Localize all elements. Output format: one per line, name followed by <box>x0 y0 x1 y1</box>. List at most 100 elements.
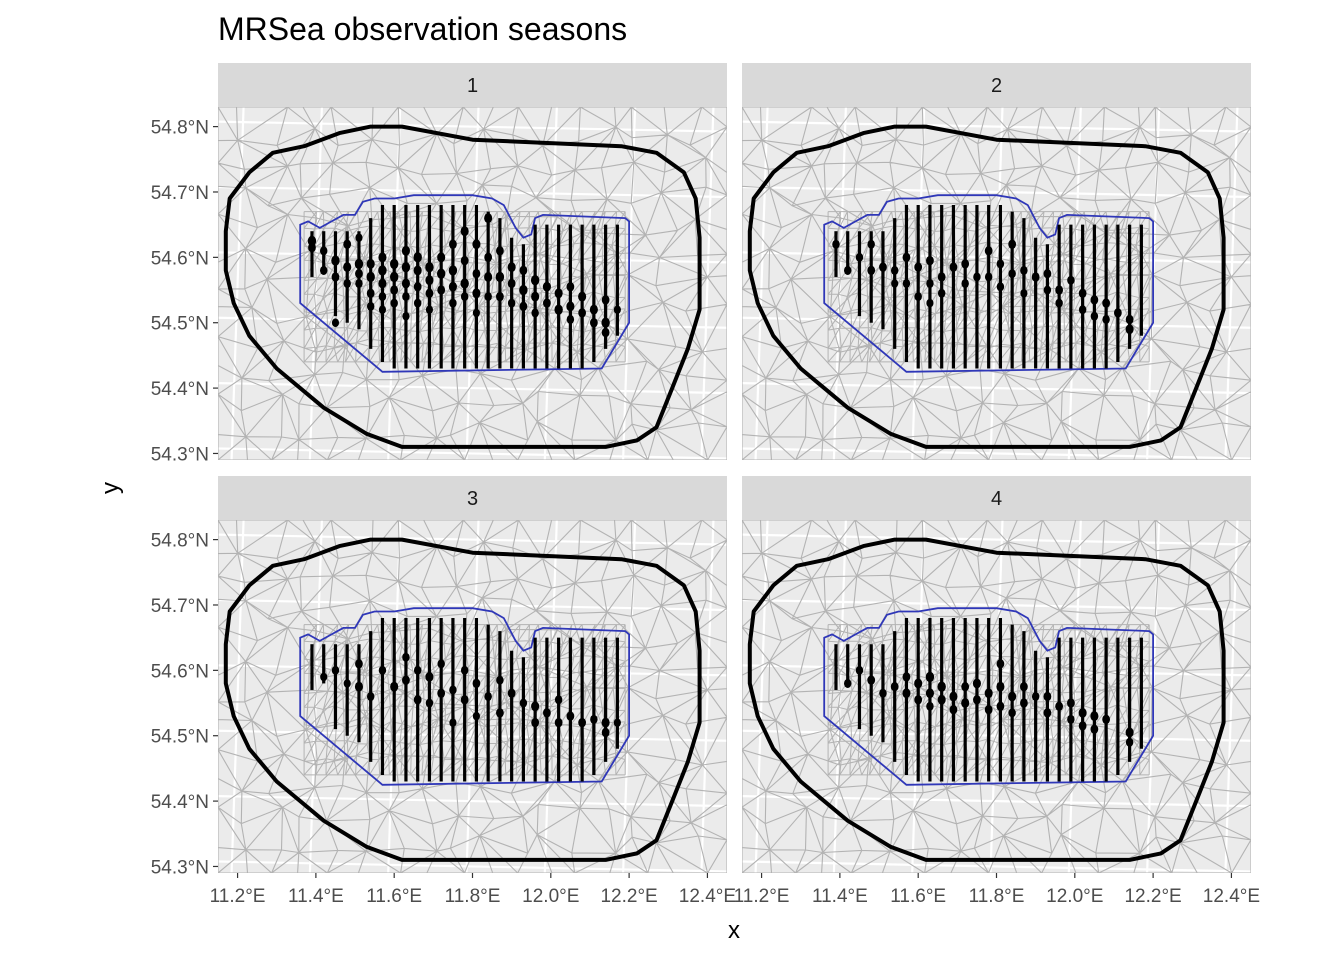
data-point <box>425 288 434 299</box>
data-point <box>355 233 363 243</box>
data-point <box>437 252 446 263</box>
inner-boundary <box>823 194 1154 373</box>
gridline-y <box>742 533 1251 546</box>
data-point <box>949 262 958 272</box>
data-point <box>496 246 504 256</box>
gridline-x <box>989 107 1004 460</box>
gridline-y <box>218 185 727 199</box>
data-point <box>378 265 387 276</box>
chart-title: MRSea observation seasons <box>218 11 627 47</box>
facet-strip <box>742 63 1251 107</box>
data-point <box>1067 698 1075 708</box>
data-point <box>472 308 480 318</box>
data-point <box>589 317 598 328</box>
data-point <box>855 665 864 675</box>
data-point <box>996 659 1005 669</box>
y-tick-label: 54.7°N <box>151 183 209 204</box>
data-point <box>890 265 899 275</box>
y-axis-title: y <box>97 482 124 494</box>
data-point <box>1078 707 1087 718</box>
data-point <box>1090 295 1099 305</box>
data-point <box>589 304 598 315</box>
data-point <box>320 672 328 682</box>
panel-content <box>218 520 727 873</box>
x-tick-label: 12.0°E <box>522 886 579 907</box>
facet-strip-label: 3 <box>467 488 478 510</box>
y-tick-label: 54.5°N <box>151 727 209 748</box>
y-tick-label: 54.5°N <box>151 314 209 335</box>
data-point <box>1078 288 1087 299</box>
data-point <box>449 685 457 695</box>
data-point <box>578 291 587 302</box>
gridline-y <box>218 533 727 546</box>
data-point <box>366 271 375 283</box>
data-point <box>867 239 875 249</box>
facet-panels: 1 54.3°N 54.4°N 54.5°N 54.6°N 54.7°N 54.8°N 2 3 5… <box>151 63 1260 907</box>
x-tick-label: 12.4°E <box>679 886 736 907</box>
data-point <box>973 695 981 705</box>
gridline-y <box>742 794 1251 808</box>
x-tick-label: 12.0°E <box>1046 886 1103 907</box>
data-point <box>1020 288 1028 298</box>
data-point <box>437 285 446 295</box>
data-point <box>925 671 935 683</box>
outer-boundary <box>747 537 1226 862</box>
data-point <box>855 252 864 262</box>
data-point <box>1125 727 1134 738</box>
data-point <box>1102 298 1111 308</box>
data-point <box>1031 272 1040 282</box>
data-point <box>949 691 958 702</box>
data-point <box>1090 311 1099 321</box>
data-point <box>1055 298 1063 308</box>
data-point <box>378 665 387 675</box>
data-point <box>1125 737 1134 747</box>
data-point <box>578 717 587 728</box>
data-point <box>613 718 621 727</box>
data-point <box>554 695 563 705</box>
gridline-y <box>742 185 1251 199</box>
data-point <box>961 259 970 269</box>
data-point <box>937 288 946 298</box>
data-point <box>925 688 934 699</box>
data-point <box>472 711 480 721</box>
data-point <box>484 271 493 282</box>
data-point <box>566 711 575 721</box>
facet-strip <box>742 476 1251 520</box>
gridline-y <box>218 120 727 133</box>
data-point <box>554 717 563 728</box>
data-point <box>366 288 375 299</box>
x-tick-label: 12.2°E <box>1124 886 1181 907</box>
data-point <box>543 298 551 308</box>
mesh <box>218 107 727 460</box>
data-point <box>902 672 911 682</box>
gridline-y <box>742 381 1251 395</box>
gridline-x <box>700 520 715 873</box>
data-point <box>460 255 469 266</box>
data-point <box>343 679 351 688</box>
data-point <box>390 285 399 295</box>
data-point <box>902 252 911 263</box>
data-point <box>566 301 575 312</box>
data-point <box>1043 268 1052 279</box>
data-point <box>378 305 387 314</box>
data-point <box>1043 708 1052 718</box>
data-point <box>472 678 481 689</box>
gridline-x <box>754 520 769 873</box>
data-point <box>449 298 457 308</box>
data-point <box>1078 721 1087 731</box>
facet-panel-4: 4 11.2°E 11.4°E 11.6°E 11.8°E 12.0°E 12.2°E 12.… <box>734 476 1260 907</box>
data-point <box>402 311 410 321</box>
data-point <box>425 275 434 286</box>
data-point <box>984 688 993 699</box>
x-tick-label: 11.6°E <box>890 886 946 907</box>
data-point <box>460 278 469 289</box>
data-point <box>495 271 505 283</box>
data-point <box>496 675 504 685</box>
data-point <box>531 701 540 712</box>
data-point <box>507 262 516 273</box>
gridline-x <box>465 520 480 873</box>
data-point <box>554 288 563 299</box>
facet-strip <box>218 476 727 520</box>
data-point <box>319 246 328 256</box>
